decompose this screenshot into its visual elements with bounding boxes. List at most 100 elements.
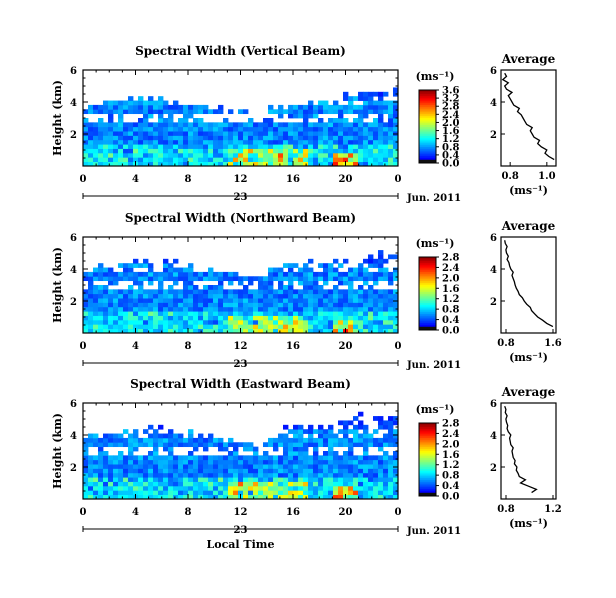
colorbar-segment [419, 313, 436, 316]
heatmap-cell [323, 298, 329, 303]
heatmap-cell [373, 100, 379, 106]
heatmap-cell [188, 315, 194, 321]
heatmap-cell [233, 485, 239, 491]
heatmap-cell [278, 324, 284, 330]
heatmap-cell [208, 472, 214, 478]
heatmap-cell [393, 289, 399, 295]
heatmap-cell [273, 276, 279, 282]
heatmap-cell [153, 157, 159, 163]
heatmap-cell [108, 477, 114, 482]
colorbar-frame [418, 256, 437, 331]
colorbar-segment [419, 131, 436, 135]
heatmap-cell [128, 446, 134, 452]
heatmap-cell [263, 161, 269, 167]
average-x-tick-label: 1.0 [538, 171, 555, 182]
heatmap-cell [188, 455, 194, 461]
average-y-tick-label: 4 [490, 431, 497, 442]
heatmap-cell [108, 494, 114, 500]
heatmap-cell [263, 276, 269, 282]
heatmap-cell [268, 144, 274, 149]
heatmap-cell [143, 302, 149, 308]
heatmap-cell [308, 485, 314, 491]
heatmap-cell [228, 306, 234, 312]
heatmap-cell [393, 481, 399, 487]
heatmap-cell [313, 324, 319, 330]
heatmap-cell [148, 276, 154, 282]
colorbar-segment [419, 295, 436, 298]
heatmap-cell [233, 315, 239, 321]
heatmap-cell [93, 464, 99, 469]
heatmap-cell [158, 280, 164, 286]
heatmap-cell [278, 315, 284, 321]
heatmap-cell [293, 152, 299, 158]
heatmap-cell [273, 148, 279, 154]
colorbar-tick-label: 2.8 [442, 102, 459, 113]
heatmap-cell [323, 477, 329, 482]
heatmap-cell [148, 424, 154, 430]
heatmap-cell [173, 437, 179, 443]
colorbar-segment [419, 430, 436, 433]
heatmap-cell [103, 267, 109, 273]
heatmap-cell [363, 311, 369, 316]
heatmap-cell [308, 442, 314, 448]
heatmap-cell [273, 324, 279, 330]
heatmap-cell [253, 459, 259, 465]
heatmap-cell [128, 459, 134, 465]
heatmap-cell [263, 298, 269, 303]
heatmap-cell [83, 131, 89, 136]
heatmap-cell [368, 289, 374, 295]
heatmap-cell [178, 315, 184, 321]
heatmap-cell [293, 315, 299, 321]
heatmap-cell [388, 494, 394, 500]
heatmap-cell [393, 87, 399, 93]
heatmap-cell [143, 468, 149, 474]
heatmap-cell [208, 293, 214, 299]
heatmap-cell [223, 161, 229, 167]
heatmap-cell [363, 109, 369, 115]
colorbar-segment [419, 273, 436, 276]
heatmap-cell [248, 477, 254, 482]
heatmap-cell [238, 144, 244, 149]
heatmap-cell [378, 446, 384, 452]
heatmap-cell [293, 289, 299, 295]
heatmap-cell [153, 437, 159, 443]
heatmap-cell [193, 135, 199, 141]
heatmap-cell [173, 152, 179, 158]
heatmap-cell [128, 271, 134, 277]
heatmap-cell [198, 139, 204, 145]
heatmap-cell [358, 113, 364, 119]
heatmap-cell [203, 472, 209, 478]
heatmap-cell [178, 126, 184, 132]
heatmap-cell [103, 148, 109, 154]
colorbar-segment [419, 93, 436, 96]
heatmap-cell [113, 477, 119, 482]
heatmap-cell [318, 468, 324, 474]
heatmap-cell [378, 477, 384, 482]
heatmap-cell [163, 126, 169, 132]
heatmap-cell [278, 437, 284, 443]
average-x-label: (ms⁻¹) [509, 351, 548, 364]
colorbar-segment [419, 128, 436, 131]
heatmap-cell [348, 311, 354, 316]
heatmap-cell [323, 437, 329, 443]
heatmap-cell [188, 285, 194, 290]
heatmap-cell [148, 451, 154, 456]
colorbar-segments [419, 257, 436, 331]
heatmap-cell [388, 293, 394, 299]
heatmap-cell [368, 481, 374, 487]
heatmap-cell [298, 424, 304, 430]
heatmap-cell [278, 490, 284, 496]
day-label: 23 [234, 192, 248, 203]
heatmap-cell [333, 459, 339, 465]
heatmap-cell [133, 490, 139, 496]
heatmap-cell [313, 113, 319, 119]
heatmap-cell [203, 152, 209, 158]
heatmap-cell [228, 293, 234, 299]
heatmap-cell [258, 152, 264, 158]
heatmap-cell [283, 298, 289, 303]
average-y-tick-label: 2 [490, 463, 497, 474]
heatmap-cell [308, 455, 314, 461]
heatmap-cell [108, 468, 114, 474]
heatmap-cell [223, 131, 229, 136]
heatmap-cell [333, 118, 339, 123]
